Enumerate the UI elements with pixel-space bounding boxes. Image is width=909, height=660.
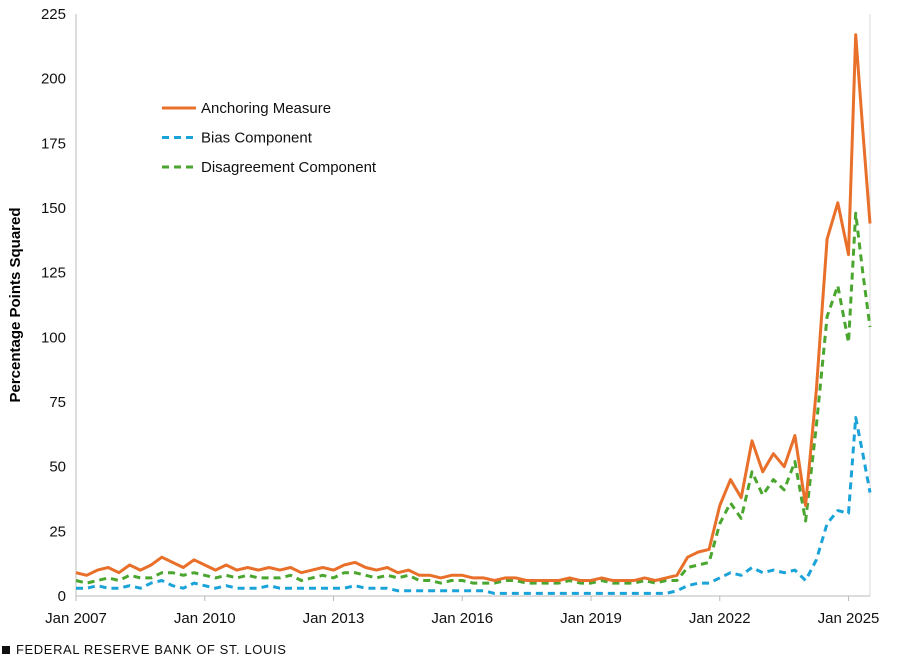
x-axis-ticks: Jan 2007 Jan 2010 Jan 2013 Jan 2016 Jan 2019…: [45, 596, 879, 627]
series-line-disagreement-component: [75, 211, 872, 585]
y-tick-label: 150: [41, 200, 66, 217]
x-tick-label: Jan 2007: [45, 610, 107, 627]
legend-label: Disagreement Component: [201, 159, 377, 176]
footer-source-text: FEDERAL RESERVE BANK OF ST. LOUIS: [16, 642, 287, 657]
y-tick-label: 100: [41, 329, 66, 346]
x-tick-label: Jan 2013: [303, 610, 365, 627]
y-tick-label: 200: [41, 71, 66, 88]
x-tick-label: Jan 2010: [174, 610, 236, 627]
y-tick-label: 125: [41, 265, 66, 282]
series-lines: [75, 33, 872, 595]
axes: [75, 14, 871, 597]
y-tick-label: 225: [41, 6, 66, 23]
legend-label: Anchoring Measure: [201, 100, 331, 117]
series-line-bias-component: [76, 416, 872, 595]
x-tick-label: Jan 2022: [689, 610, 751, 627]
footer-square-icon: [2, 645, 10, 654]
legend-label: Bias Component: [201, 130, 313, 147]
y-axis-ticks: 0 25 50 75 100 125 150 175 200 225: [41, 6, 66, 605]
y-axis-label: Percentage Points Squared: [7, 207, 24, 402]
y-tick-label: 75: [49, 394, 66, 411]
x-tick-label: Jan 2025: [818, 610, 880, 627]
x-tick-label: Jan 2019: [560, 610, 622, 627]
legend: Anchoring Measure Bias Component Disagreem…: [162, 100, 377, 176]
x-tick-label: Jan 2016: [431, 610, 493, 627]
footer: FEDERAL RESERVE BANK OF ST. LOUIS: [2, 642, 286, 657]
y-tick-label: 25: [49, 523, 66, 540]
y-tick-label: 50: [49, 459, 66, 476]
series-line-anchoring-measure: [75, 33, 872, 582]
y-tick-label: 0: [58, 588, 66, 605]
y-tick-label: 175: [41, 135, 66, 152]
